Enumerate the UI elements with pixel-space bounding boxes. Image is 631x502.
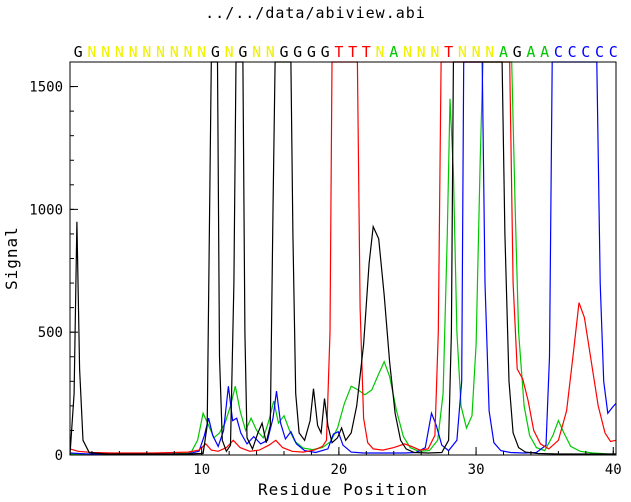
base-letter-30: N (472, 43, 481, 61)
base-letter-11: G (211, 43, 220, 61)
base-letter-5: N (129, 43, 138, 61)
base-letter-15: N (266, 43, 275, 61)
base-letter-29: N (458, 43, 467, 61)
base-letter-14: N (252, 43, 261, 61)
base-letter-19: G (321, 43, 330, 61)
base-letter-35: A (540, 43, 549, 61)
x-tick-label: 30 (468, 462, 485, 478)
base-letter-13: G (238, 43, 247, 61)
base-letter-20: T (334, 43, 343, 61)
base-letter-26: N (417, 43, 426, 61)
traces (69, 61, 617, 455)
base-letter-2: N (87, 43, 96, 61)
x-tick-label: 10 (193, 462, 210, 478)
base-letter-9: N (183, 43, 192, 61)
x-tick-label: 40 (605, 462, 622, 478)
trace-T (69, 61, 617, 454)
plot-title: ../../data/abiview.abi (205, 4, 426, 22)
base-letter-4: N (115, 43, 124, 61)
plot-border (69, 61, 617, 456)
base-letter-40: C (609, 43, 618, 61)
y-tick-label: 0 (55, 448, 63, 464)
base-letter-33: G (513, 43, 522, 61)
trace-A (70, 61, 617, 455)
base-letter-25: N (403, 43, 412, 61)
y-axis-label: Signal (2, 226, 21, 291)
axes (69, 61, 617, 456)
base-letter-28: T (444, 43, 453, 61)
base-letter-3: N (101, 43, 110, 61)
base-letter-1: G (74, 43, 83, 61)
base-letter-7: N (156, 43, 165, 61)
base-letter-31: N (485, 43, 494, 61)
base-letter-24: A (389, 43, 398, 61)
y-tick-label: 1500 (29, 80, 63, 96)
x-tick-label: 20 (330, 462, 347, 478)
base-letter-8: N (170, 43, 179, 61)
base-letter-34: A (526, 43, 535, 61)
base-letter-12: N (225, 43, 234, 61)
trace-G (69, 61, 616, 455)
base-letter-17: G (293, 43, 302, 61)
tick-labels: 10 20 30 40 0 500 1000 1500 (29, 80, 621, 478)
base-letter-22: T (362, 43, 371, 61)
base-letter-16: G (279, 43, 288, 61)
x-axis-label: Residue Position (257, 480, 429, 499)
base-letter-10: N (197, 43, 206, 61)
base-letter-27: N (430, 43, 439, 61)
base-letter-36: C (554, 43, 563, 61)
y-tick-label: 500 (38, 325, 63, 341)
base-letter-18: G (307, 43, 316, 61)
base-letter-21: T (348, 43, 357, 61)
base-letter-23: N (375, 43, 384, 61)
base-letter-32: A (499, 43, 508, 61)
y-tick-label: 1000 (29, 202, 63, 218)
base-letter-38: C (581, 43, 590, 61)
base-letter-6: N (142, 43, 151, 61)
base-letter-39: C (595, 43, 604, 61)
trace-C (69, 61, 617, 455)
base-letter-37: C (568, 43, 577, 61)
